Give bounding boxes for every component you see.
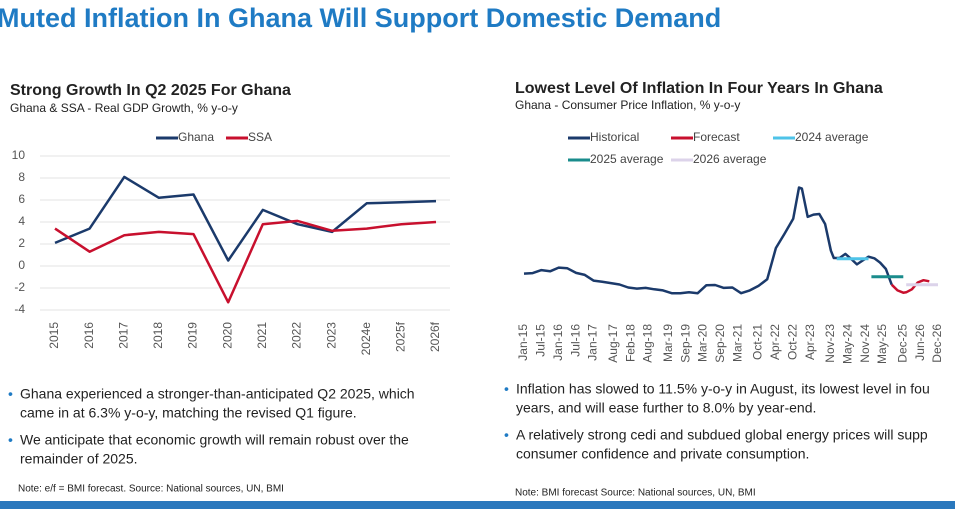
series-line xyxy=(890,278,930,294)
y-tick-label: 10 xyxy=(12,148,26,162)
bullet-dot: • xyxy=(504,381,509,397)
x-tick-label: Apr-22 xyxy=(768,324,782,360)
footer-bar xyxy=(0,501,955,509)
x-tick-label: Mar-21 xyxy=(730,324,744,362)
bullet-text: remainder of 2025. xyxy=(20,451,138,467)
bullet-text: years, and will ease further to 8.0% by … xyxy=(516,400,816,416)
x-tick-label: Nov-23 xyxy=(823,324,837,363)
x-tick-label: Jan-16 xyxy=(551,324,565,361)
bullet-dot: • xyxy=(8,386,13,402)
x-tick-label: 2021 xyxy=(255,322,269,349)
series-line xyxy=(523,186,893,295)
x-tick-label: 2015 xyxy=(47,322,61,349)
x-tick-label: Mar-19 xyxy=(661,324,675,362)
x-tick-label: Nov-24 xyxy=(858,324,872,363)
x-tick-label: Jan-17 xyxy=(586,324,600,361)
chart-subtitle: Ghana & SSA - Real GDP Growth, % y-o-y xyxy=(10,101,238,115)
y-tick-label: 2 xyxy=(18,236,25,250)
x-tick-label: 2017 xyxy=(116,322,130,349)
bullet-dot: • xyxy=(504,427,509,443)
x-tick-label: Jul-16 xyxy=(568,324,582,357)
chart-title: Strong Growth In Q2 2025 For Ghana xyxy=(10,82,291,99)
legend-label: Ghana xyxy=(178,130,214,144)
x-tick-label: Mar-20 xyxy=(696,324,710,362)
legend-label: 2025 average xyxy=(590,152,664,166)
note: Note: e/f = BMI forecast. Source: Nation… xyxy=(18,484,284,495)
y-tick-label: -4 xyxy=(14,302,25,316)
x-tick-label: 2016 xyxy=(82,322,96,349)
x-tick-label: Oct-21 xyxy=(751,324,765,360)
x-tick-label: Dec-26 xyxy=(930,324,944,363)
bullet-text: Ghana experienced a stronger-than-antici… xyxy=(20,386,415,402)
x-tick-label: Sep-19 xyxy=(678,324,692,363)
bullet-text: consumer confidence and private consumpt… xyxy=(516,446,809,462)
x-tick-label: 2023 xyxy=(324,322,338,349)
chart-subtitle: Ghana - Consumer Price Inflation, % y-o-… xyxy=(515,98,740,112)
legend-label: 2026 average xyxy=(693,152,767,166)
x-tick-label: Jul-15 xyxy=(534,324,548,357)
x-tick-label: Apr-23 xyxy=(803,324,817,360)
y-tick-label: 6 xyxy=(18,192,25,206)
x-tick-label: Aug-17 xyxy=(606,324,620,363)
y-tick-label: 8 xyxy=(18,170,25,184)
x-tick-label: Sep-20 xyxy=(713,324,727,363)
legend-label: Historical xyxy=(590,130,639,144)
y-tick-label: 0 xyxy=(18,258,25,272)
x-tick-label: 2020 xyxy=(220,322,234,349)
legend-label: Forecast xyxy=(693,130,740,144)
x-tick-label: 2025f xyxy=(394,321,408,352)
x-tick-label: 2019 xyxy=(186,322,200,349)
legend-label: 2024 average xyxy=(795,130,869,144)
x-tick-label: Jun-26 xyxy=(913,324,927,361)
page-title: Muted Inflation In Ghana Will Support Do… xyxy=(0,3,721,33)
x-tick-label: Jan-15 xyxy=(516,324,530,361)
x-tick-label: May-25 xyxy=(875,324,889,364)
x-tick-label: 2022 xyxy=(290,322,304,349)
chart-title: Lowest Level Of Inflation In Four Years … xyxy=(515,80,883,97)
bullet-text: Inflation has slowed to 11.5% y-o-y in A… xyxy=(516,381,930,397)
note: Note: BMI forecast Source: National sour… xyxy=(515,488,756,499)
x-tick-label: Feb-18 xyxy=(623,324,637,362)
bullet-text: We anticipate that economic growth will … xyxy=(20,432,409,448)
y-tick-label: 4 xyxy=(18,214,25,228)
bullet-text: A relatively strong cedi and subdued glo… xyxy=(516,427,928,443)
bullet-text: came in at 6.3% y-o-y, matching the revi… xyxy=(20,405,357,421)
series-line xyxy=(54,175,437,262)
x-tick-label: 2018 xyxy=(151,322,165,349)
x-tick-label: Dec-25 xyxy=(895,324,909,363)
x-tick-label: Oct-22 xyxy=(785,324,799,360)
x-tick-label: Aug-18 xyxy=(641,324,655,363)
legend-label: SSA xyxy=(248,130,272,144)
series-line xyxy=(54,219,437,304)
x-tick-label: May-24 xyxy=(840,324,854,364)
x-tick-label: 2026f xyxy=(428,321,442,352)
y-tick-label: -2 xyxy=(14,280,25,294)
x-tick-label: 2024e xyxy=(359,322,373,356)
bullet-dot: • xyxy=(8,432,13,448)
